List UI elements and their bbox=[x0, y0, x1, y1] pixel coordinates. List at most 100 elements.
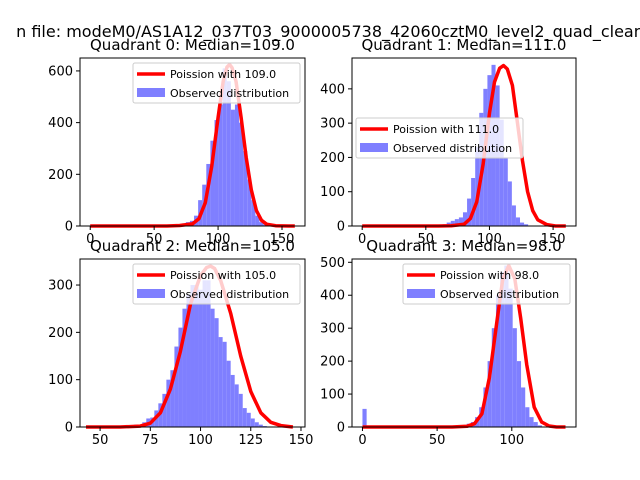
hist-bar bbox=[504, 265, 509, 427]
x-tick-label: 0 bbox=[86, 232, 94, 247]
hist-bar bbox=[467, 198, 472, 226]
y-tick-label: 400 bbox=[48, 116, 73, 131]
x-tick-label: 150 bbox=[541, 232, 566, 247]
legend-frame bbox=[132, 263, 301, 305]
y-tick-label: 0 bbox=[65, 421, 73, 436]
hist-bar bbox=[238, 393, 243, 427]
x-tick-label: 50 bbox=[418, 232, 435, 247]
y-tick-label: 300 bbox=[320, 322, 345, 337]
hist-bar bbox=[471, 178, 476, 226]
hist-bar bbox=[516, 361, 522, 427]
legend-hist-label: Observed distribution bbox=[440, 288, 559, 301]
hist-bar bbox=[243, 151, 248, 226]
x-tick-label: 75 bbox=[142, 433, 159, 448]
x-tick-label: 100 bbox=[477, 232, 502, 247]
hist-bar bbox=[178, 327, 183, 427]
hist-bar bbox=[246, 412, 251, 427]
subplot-2: 50 75 100 125 150 0 100 200 300 Quadrant 2: Media… bbox=[48, 237, 313, 448]
x-tick-label: 150 bbox=[289, 433, 314, 448]
hist-bar bbox=[499, 119, 504, 226]
hist-bar bbox=[521, 387, 526, 427]
y-tick-label: 400 bbox=[320, 82, 345, 97]
y-tick-label: 0 bbox=[337, 220, 345, 235]
hist-bar bbox=[198, 289, 203, 427]
y-tick-label: 200 bbox=[48, 326, 73, 341]
hist-bar bbox=[230, 374, 235, 427]
hist-bar bbox=[166, 379, 171, 427]
y-tick-label: 100 bbox=[48, 373, 73, 388]
hist-bar bbox=[214, 120, 219, 226]
axes-frame bbox=[351, 258, 577, 428]
x-tick-label: 100 bbox=[499, 433, 524, 448]
hist-bar bbox=[258, 424, 263, 427]
subplot-1: 0 50 100 150 0 100 200 300 400 Quadrant 1: Median… bbox=[320, 36, 577, 247]
hist-bar bbox=[254, 422, 259, 427]
hist-bar bbox=[454, 219, 459, 226]
hist-bar bbox=[234, 384, 239, 427]
subplot-title: Quadrant 2: Median=105.0 bbox=[90, 237, 295, 255]
hist-bar bbox=[190, 285, 195, 427]
hist-bar bbox=[222, 341, 227, 427]
legend-frame bbox=[402, 263, 571, 305]
hist-bar bbox=[247, 179, 252, 226]
y-tick-label: 200 bbox=[320, 151, 345, 166]
legend-hist-swatch bbox=[407, 289, 435, 298]
axes-frame bbox=[79, 57, 306, 227]
hist-bar bbox=[230, 109, 235, 226]
x-tick-label: 50 bbox=[92, 433, 109, 448]
hist-bar bbox=[255, 215, 260, 226]
legend-hist-label: Observed distribution bbox=[393, 142, 512, 155]
hist-bar bbox=[218, 337, 223, 427]
legend-hist-swatch bbox=[360, 143, 388, 152]
hist-bar bbox=[533, 422, 538, 427]
x-tick-label: 150 bbox=[270, 232, 295, 247]
hist-bar bbox=[222, 68, 227, 226]
hist-bar bbox=[202, 280, 207, 427]
hist-bar bbox=[174, 346, 179, 427]
figure-suptitle: n file: modeM0/AS1A12_037T03_9000005738_… bbox=[16, 22, 640, 42]
hist-bar bbox=[520, 222, 525, 226]
legend-frame bbox=[132, 62, 301, 104]
hist-bar bbox=[234, 104, 240, 226]
hist-bar bbox=[226, 81, 231, 226]
hist-bar bbox=[524, 224, 529, 226]
hist-bar bbox=[250, 418, 255, 427]
legend-hist-label: Observed distribution bbox=[170, 87, 289, 100]
hist-bar bbox=[239, 122, 244, 226]
y-tick-label: 200 bbox=[320, 355, 345, 370]
y-tick-label: 200 bbox=[48, 168, 73, 183]
hist-bar bbox=[512, 328, 517, 427]
hist-bar bbox=[515, 217, 520, 226]
y-tick-label: 500 bbox=[320, 256, 345, 271]
x-tick-label: 100 bbox=[206, 232, 231, 247]
hist-bar bbox=[206, 280, 211, 427]
hist-bar bbox=[483, 387, 488, 427]
hist-bar bbox=[529, 417, 534, 427]
legend: Poission with 98.0 Observed distribution bbox=[402, 263, 571, 305]
hist-bar bbox=[259, 222, 264, 226]
hist-bar bbox=[218, 104, 223, 226]
subplot-title: Quadrant 1: Median=111.0 bbox=[362, 36, 567, 54]
legend-curve-label: Poission with 111.0 bbox=[393, 123, 499, 136]
legend-hist-swatch bbox=[137, 289, 165, 298]
axes-frame bbox=[351, 57, 577, 227]
legend: Poission with 105.0 Observed distribution bbox=[132, 263, 301, 305]
x-tick-label: 50 bbox=[146, 232, 163, 247]
x-tick-label: 0 bbox=[358, 232, 366, 247]
hist-bar bbox=[182, 308, 187, 427]
hist-bar bbox=[495, 295, 501, 427]
legend-hist-label: Observed distribution bbox=[170, 288, 289, 301]
legend: Poission with 109.0 Observed distribution bbox=[132, 62, 301, 104]
y-tick-label: 300 bbox=[48, 279, 73, 294]
hist-bar bbox=[475, 147, 480, 226]
hist-bar bbox=[507, 181, 512, 226]
hist-bar bbox=[186, 294, 191, 427]
hist-bar bbox=[500, 272, 505, 427]
hist-bar bbox=[537, 425, 542, 427]
hist-bar bbox=[242, 408, 247, 427]
y-tick-label: 100 bbox=[320, 185, 345, 200]
hist-bar bbox=[450, 220, 455, 226]
subplot-title: Quadrant 0: Median=109.0 bbox=[90, 36, 295, 54]
subplot-3: 0 50 100 0 100 200 300 400 500 Quadrant 3: Median… bbox=[320, 237, 577, 448]
axes-frame bbox=[79, 258, 306, 428]
